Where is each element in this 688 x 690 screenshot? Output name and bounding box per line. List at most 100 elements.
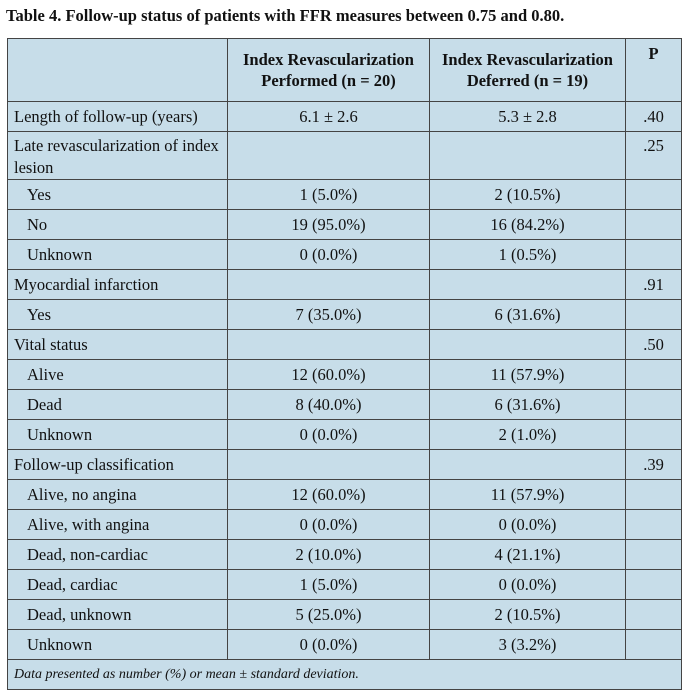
cell-p	[625, 239, 682, 270]
cell-performed: 1 (5.0%)	[227, 179, 430, 210]
table-row: Alive, no angina 12 (60.0%) 11 (57.9%)	[7, 479, 682, 510]
cell-p	[625, 599, 682, 630]
cell-deferred: 2 (10.5%)	[429, 179, 626, 210]
cell-p	[625, 299, 682, 330]
table-row: Dead 8 (40.0%) 6 (31.6%)	[7, 389, 682, 420]
header-performed-line2: Performed (n = 20)	[261, 71, 396, 90]
row-label: Alive, with angina	[7, 509, 228, 540]
cell-p: .40	[625, 101, 682, 132]
header-row: Index Revascularization Performed (n = 2…	[7, 38, 682, 102]
row-label: Yes	[7, 299, 228, 330]
cell-deferred	[429, 329, 626, 360]
cell-p	[625, 209, 682, 240]
cell-p: .39	[625, 449, 682, 480]
footnote-row: Data presented as number (%) or mean ± s…	[7, 659, 682, 690]
table-row: Vital status .50	[7, 329, 682, 360]
table-row: Unknown 0 (0.0%) 1 (0.5%)	[7, 239, 682, 270]
cell-deferred	[429, 131, 626, 180]
cell-deferred: 0 (0.0%)	[429, 509, 626, 540]
header-deferred-line2: Deferred (n = 19)	[466, 71, 589, 90]
cell-deferred: 0 (0.0%)	[429, 569, 626, 600]
table-row: Alive, with angina 0 (0.0%) 0 (0.0%)	[7, 509, 682, 540]
row-label: Dead, cardiac	[7, 569, 228, 600]
cell-deferred: 5.3 ± 2.8	[429, 101, 626, 132]
cell-p	[625, 479, 682, 510]
cell-performed: 0 (0.0%)	[227, 239, 430, 270]
cell-performed: 0 (0.0%)	[227, 629, 430, 660]
header-performed: Index Revascularization Performed (n = 2…	[227, 38, 430, 102]
cell-deferred	[429, 269, 626, 300]
table-row: Follow-up classification .39	[7, 449, 682, 480]
table-row: No 19 (95.0%) 16 (84.2%)	[7, 209, 682, 240]
cell-p: .91	[625, 269, 682, 300]
cell-p	[625, 509, 682, 540]
cell-deferred	[429, 449, 626, 480]
cell-performed	[227, 131, 430, 180]
row-label: Alive, no angina	[7, 479, 228, 510]
cell-performed: 1 (5.0%)	[227, 569, 430, 600]
cell-p	[625, 539, 682, 570]
cell-deferred: 11 (57.9%)	[429, 359, 626, 390]
cell-p	[625, 629, 682, 660]
row-label: Vital status	[7, 329, 228, 360]
cell-performed: 12 (60.0%)	[227, 359, 430, 390]
cell-performed: 12 (60.0%)	[227, 479, 430, 510]
cell-p	[625, 389, 682, 420]
header-deferred-line1: Index Revascularization	[442, 50, 613, 69]
row-label: Yes	[7, 179, 228, 210]
cell-deferred: 6 (31.6%)	[429, 389, 626, 420]
table-row: Dead, unknown 5 (25.0%) 2 (10.5%)	[7, 599, 682, 630]
table-row: Unknown 0 (0.0%) 2 (1.0%)	[7, 419, 682, 450]
cell-p	[625, 179, 682, 210]
cell-deferred: 11 (57.9%)	[429, 479, 626, 510]
table-row: Yes 1 (5.0%) 2 (10.5%)	[7, 179, 682, 210]
cell-p	[625, 419, 682, 450]
table-row: Alive 12 (60.0%) 11 (57.9%)	[7, 359, 682, 390]
header-performed-line1: Index Revascularization	[243, 50, 414, 69]
table-row: Dead, non-cardiac 2 (10.0%) 4 (21.1%)	[7, 539, 682, 570]
table-row: Late revascularization of index lesion .…	[7, 131, 682, 180]
cell-deferred: 4 (21.1%)	[429, 539, 626, 570]
cell-performed	[227, 329, 430, 360]
row-label: Dead	[7, 389, 228, 420]
row-label: Unknown	[7, 419, 228, 450]
row-label: Late revascularization of index lesion	[7, 131, 228, 180]
cell-performed: 8 (40.0%)	[227, 389, 430, 420]
cell-performed	[227, 449, 430, 480]
cell-performed	[227, 269, 430, 300]
table-row: Yes 7 (35.0%) 6 (31.6%)	[7, 299, 682, 330]
table-row: Myocardial infarction .91	[7, 269, 682, 300]
table-row: Unknown 0 (0.0%) 3 (3.2%)	[7, 629, 682, 660]
cell-deferred: 16 (84.2%)	[429, 209, 626, 240]
row-label: Unknown	[7, 239, 228, 270]
cell-p: .25	[625, 131, 682, 180]
row-label: Length of follow-up (years)	[7, 101, 228, 132]
row-label: Dead, unknown	[7, 599, 228, 630]
cell-p	[625, 569, 682, 600]
table-row: Length of follow-up (years) 6.1 ± 2.6 5.…	[7, 101, 682, 132]
row-label: Dead, non-cardiac	[7, 539, 228, 570]
cell-performed: 19 (95.0%)	[227, 209, 430, 240]
cell-deferred: 2 (1.0%)	[429, 419, 626, 450]
row-label: Alive	[7, 359, 228, 390]
row-label: Myocardial infarction	[7, 269, 228, 300]
cell-deferred: 1 (0.5%)	[429, 239, 626, 270]
cell-performed: 5 (25.0%)	[227, 599, 430, 630]
cell-performed: 0 (0.0%)	[227, 509, 430, 540]
row-label: Follow-up classification	[7, 449, 228, 480]
cell-p	[625, 359, 682, 390]
cell-deferred: 6 (31.6%)	[429, 299, 626, 330]
follow-up-table: Index Revascularization Performed (n = 2…	[7, 38, 682, 690]
cell-deferred: 3 (3.2%)	[429, 629, 626, 660]
cell-performed: 7 (35.0%)	[227, 299, 430, 330]
row-label: Unknown	[7, 629, 228, 660]
cell-performed: 2 (10.0%)	[227, 539, 430, 570]
cell-p: .50	[625, 329, 682, 360]
table-row: Dead, cardiac 1 (5.0%) 0 (0.0%)	[7, 569, 682, 600]
cell-performed: 6.1 ± 2.6	[227, 101, 430, 132]
table-caption: Table 4. Follow-up status of patients wi…	[6, 6, 565, 25]
row-label: No	[7, 209, 228, 240]
header-deferred: Index Revascularization Deferred (n = 19…	[429, 38, 626, 102]
table-footnote: Data presented as number (%) or mean ± s…	[7, 659, 682, 690]
cell-performed: 0 (0.0%)	[227, 419, 430, 450]
